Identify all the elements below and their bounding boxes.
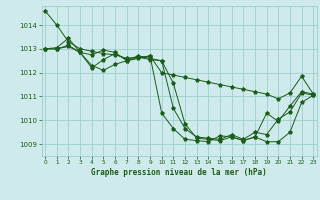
X-axis label: Graphe pression niveau de la mer (hPa): Graphe pression niveau de la mer (hPa) [91,168,267,177]
